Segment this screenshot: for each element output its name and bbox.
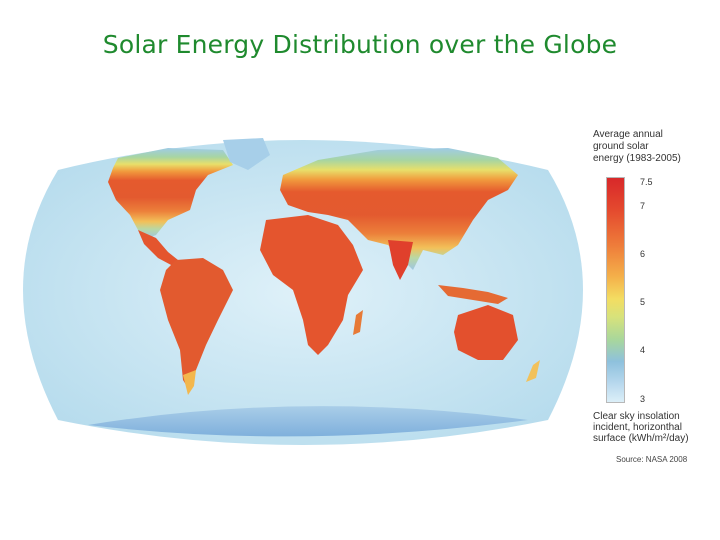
scale-tick: 3: [640, 394, 646, 404]
legend-title-line: energy (1983-2005): [593, 153, 681, 164]
australia-shape: [454, 305, 518, 360]
legend-unit-caption: Clear sky insolation incident, horizonth…: [593, 411, 713, 444]
india-shape: [388, 240, 413, 280]
greenland-shape: [223, 138, 270, 170]
legend-unit-line: Clear sky insolation: [593, 411, 680, 422]
scale-tick: 6: [640, 249, 646, 259]
legend-title-line: Average annual: [593, 129, 663, 140]
color-scale-bar: [606, 177, 625, 403]
antarctica-shape: [88, 406, 528, 437]
indonesia-shape: [438, 285, 508, 304]
legend-unit-line: incident, horizonthal: [593, 422, 682, 433]
south-america-shape: [160, 258, 233, 388]
north-america-shape: [108, 148, 233, 238]
world-map: [18, 120, 588, 450]
scale-tick: 5: [640, 297, 646, 307]
world-map-icon: [23, 138, 583, 445]
patagonia-shape: [183, 370, 196, 395]
eurasia-shape: [280, 148, 518, 270]
africa-shape: [260, 215, 363, 355]
scale-tick: 7.5: [640, 177, 653, 187]
legend-title-line: ground solar: [593, 141, 649, 152]
madagascar-shape: [353, 310, 363, 335]
legend-title: Average annual ground solar energy (1983…: [593, 129, 713, 165]
scale-tick: 4: [640, 345, 646, 355]
central-america-shape: [138, 230, 178, 266]
source-credit: Source: NASA 2008: [616, 455, 688, 464]
scale-tick: 7: [640, 201, 646, 211]
slide-title: Solar Energy Distribution over the Globe: [102, 30, 618, 59]
new-zealand-shape: [526, 360, 540, 382]
legend-unit-line: surface (kWh/m²/day): [593, 433, 689, 444]
